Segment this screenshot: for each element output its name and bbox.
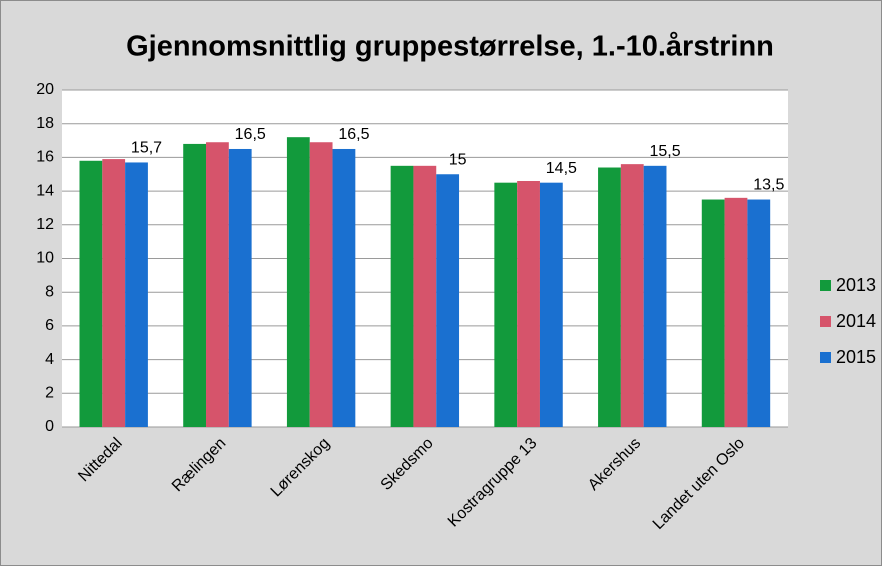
- y-tick-label: 16: [36, 149, 54, 166]
- legend-label: 2013: [836, 275, 876, 295]
- y-tick-label: 18: [36, 115, 54, 132]
- y-tick-label: 10: [36, 250, 54, 267]
- bar: [643, 165, 667, 427]
- data-label: 13,5: [753, 177, 784, 194]
- bar: [747, 199, 771, 427]
- y-tick-label: 20: [36, 81, 54, 98]
- bar: [286, 137, 310, 427]
- y-tick-label: 4: [45, 351, 54, 368]
- bar: [228, 148, 252, 427]
- data-label: 14,5: [546, 160, 577, 177]
- y-tick-label: 0: [45, 418, 54, 435]
- bar: [598, 167, 621, 427]
- bar: [125, 162, 148, 427]
- bar: [436, 174, 460, 427]
- bar: [332, 148, 356, 427]
- legend-swatch: [820, 352, 831, 363]
- data-label: 15,7: [131, 140, 162, 157]
- bar: [701, 199, 725, 427]
- legend-swatch: [820, 316, 831, 327]
- bar: [79, 160, 103, 427]
- bar: [309, 142, 333, 428]
- data-label: 16,5: [338, 126, 369, 143]
- bar: [413, 165, 437, 427]
- bar: [724, 197, 748, 427]
- bar: [539, 182, 563, 427]
- bar: [102, 159, 126, 427]
- legend-label: 2015: [836, 347, 876, 367]
- chart-title: Gjennomsnittlig gruppestørrelse, 1.-10.å…: [126, 31, 774, 63]
- bar: [494, 182, 518, 427]
- y-tick-label: 14: [36, 182, 54, 199]
- bar: [183, 143, 207, 428]
- data-label: 15,5: [650, 143, 681, 160]
- bar: [206, 142, 229, 428]
- legend-label: 2014: [836, 311, 876, 331]
- data-label: 16,5: [235, 126, 266, 143]
- y-tick-label: 6: [45, 317, 54, 334]
- bar: [620, 164, 644, 427]
- y-tick-label: 12: [36, 216, 54, 233]
- y-tick-label: 8: [45, 283, 54, 300]
- data-label: 15: [449, 151, 467, 168]
- bar: [390, 165, 414, 427]
- bar: [517, 180, 540, 427]
- y-tick-label: 2: [45, 385, 54, 402]
- legend-swatch: [820, 280, 831, 291]
